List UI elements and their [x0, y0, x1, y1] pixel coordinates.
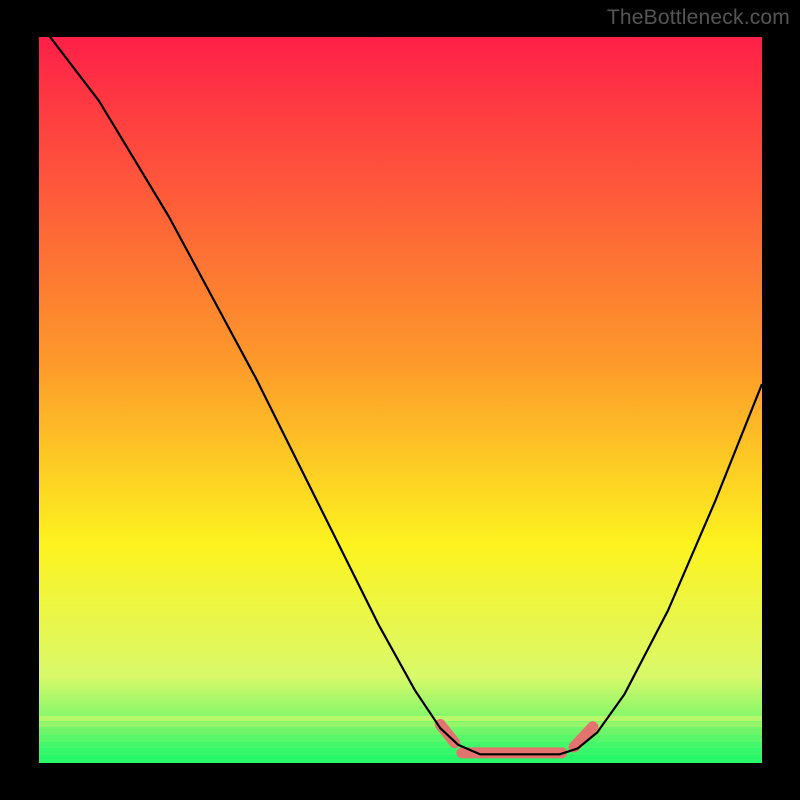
chart-plot-area	[39, 37, 762, 763]
watermark-label: TheBottleneck.com	[607, 6, 790, 30]
bottleneck-curve	[39, 37, 762, 763]
